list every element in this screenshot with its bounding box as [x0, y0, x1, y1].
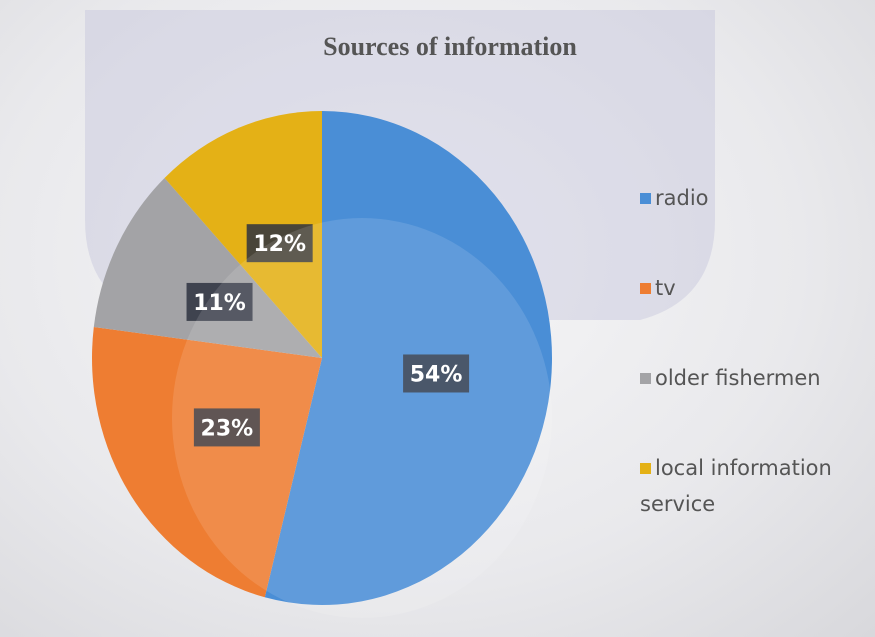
legend-entry: radio — [640, 180, 855, 216]
pie-area: Sources of information 54%23%11%12% — [0, 0, 875, 637]
chart-title: Sources of information — [323, 32, 577, 61]
legend-entry: older fishermen — [640, 360, 855, 396]
chart: Sources of information 54%23%11%12% radi… — [0, 0, 875, 637]
legend-entry: local information service — [640, 450, 855, 522]
legend-swatch — [640, 193, 651, 204]
legend-label: tv — [655, 276, 676, 300]
legend-label: radio — [655, 186, 709, 210]
legend-swatch — [640, 463, 651, 474]
legend-swatch — [640, 373, 651, 384]
legend-swatch — [640, 283, 651, 294]
legend-label: local information service — [640, 456, 832, 516]
sheen — [172, 218, 552, 618]
legend-label: older fishermen — [655, 366, 821, 390]
legend-entry: tv — [640, 270, 855, 306]
